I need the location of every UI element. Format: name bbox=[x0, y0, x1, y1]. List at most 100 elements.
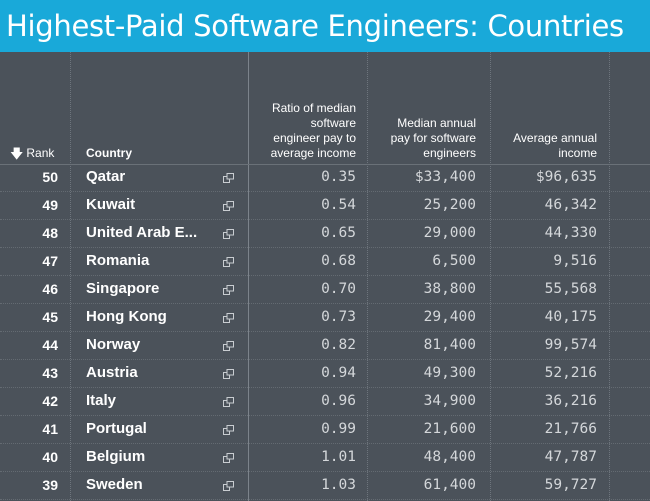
ratio-cell: 0.70 bbox=[321, 281, 356, 297]
table-row[interactable]: 48 United Arab E... 0.65 29,000 44,330 bbox=[0, 220, 650, 248]
rank-cell: 41 bbox=[42, 421, 58, 437]
ratio-cell: 0.35 bbox=[321, 169, 356, 185]
country-cell[interactable]: Qatar bbox=[86, 168, 126, 185]
rank-cell: 48 bbox=[42, 225, 58, 241]
column-header-average-income-label: Average annual income bbox=[513, 131, 597, 160]
median-pay-cell: 6,500 bbox=[432, 253, 476, 269]
ratio-cell: 0.94 bbox=[321, 365, 356, 381]
median-pay-cell: $33,400 bbox=[414, 169, 476, 185]
row-divider bbox=[0, 471, 650, 472]
popout-icon[interactable] bbox=[220, 220, 236, 248]
country-cell[interactable]: Romania bbox=[86, 252, 150, 269]
table-row[interactable]: 41 Portugal 0.99 21,600 21,766 bbox=[0, 416, 650, 444]
data-table: 🡇 Rank Country Ratio of median software … bbox=[0, 52, 650, 501]
average-income-cell: 9,516 bbox=[553, 253, 597, 269]
country-cell[interactable]: Norway bbox=[86, 336, 141, 353]
median-pay-cell: 48,400 bbox=[423, 449, 476, 465]
rank-cell: 42 bbox=[42, 393, 58, 409]
column-divider bbox=[367, 52, 368, 501]
average-income-cell: 99,574 bbox=[544, 337, 597, 353]
popout-icon[interactable] bbox=[220, 164, 236, 192]
row-divider bbox=[0, 219, 650, 220]
country-cell[interactable]: Italy bbox=[86, 392, 117, 409]
arrow-down-icon: 🡇 bbox=[10, 146, 24, 161]
table-row[interactable]: 47 Romania 0.68 6,500 9,516 bbox=[0, 248, 650, 276]
median-pay-cell: 21,600 bbox=[423, 421, 476, 437]
country-cell[interactable]: Kuwait bbox=[86, 196, 136, 213]
country-cell[interactable]: United Arab E... bbox=[86, 224, 198, 241]
median-pay-cell: 81,400 bbox=[423, 337, 476, 353]
row-divider bbox=[0, 191, 650, 192]
country-cell[interactable]: Singapore bbox=[86, 280, 160, 297]
table-row[interactable]: 42 Italy 0.96 34,900 36,216 bbox=[0, 388, 650, 416]
median-pay-cell: 61,400 bbox=[423, 477, 476, 493]
rank-cell: 39 bbox=[42, 477, 58, 493]
ratio-cell: 0.99 bbox=[321, 421, 356, 437]
median-pay-cell: 29,400 bbox=[423, 309, 476, 325]
row-divider bbox=[0, 331, 650, 332]
table-row[interactable]: 46 Singapore 0.70 38,800 55,568 bbox=[0, 276, 650, 304]
country-cell[interactable]: Belgium bbox=[86, 448, 146, 465]
table-row[interactable]: 44 Norway 0.82 81,400 99,574 bbox=[0, 332, 650, 360]
page-title: Highest-Paid Software Engineers: Countri… bbox=[0, 0, 650, 52]
average-income-cell: 47,787 bbox=[544, 449, 597, 465]
table-row[interactable]: 50 Qatar 0.35 $33,400 $96,635 bbox=[0, 164, 650, 192]
row-divider bbox=[0, 247, 650, 248]
median-pay-cell: 34,900 bbox=[423, 393, 476, 409]
ratio-cell: 0.68 bbox=[321, 253, 356, 269]
column-divider bbox=[490, 52, 491, 501]
country-cell[interactable]: Austria bbox=[86, 364, 138, 381]
popout-icon[interactable] bbox=[220, 444, 236, 472]
row-divider bbox=[0, 387, 650, 388]
median-pay-cell: 29,000 bbox=[423, 225, 476, 241]
table-row[interactable]: 49 Kuwait 0.54 25,200 46,342 bbox=[0, 192, 650, 220]
column-header-rank[interactable]: 🡇 Rank bbox=[10, 52, 62, 162]
column-header-ratio-label: Ratio of median software engineer pay to… bbox=[270, 101, 356, 160]
country-cell[interactable]: Sweden bbox=[86, 476, 143, 493]
rank-cell: 50 bbox=[42, 169, 58, 185]
ratio-cell: 0.54 bbox=[321, 197, 356, 213]
column-header-average-income[interactable]: Average annual income bbox=[490, 52, 597, 162]
popout-icon[interactable] bbox=[220, 472, 236, 500]
popout-icon[interactable] bbox=[220, 192, 236, 220]
popout-icon[interactable] bbox=[220, 388, 236, 416]
rank-cell: 46 bbox=[42, 281, 58, 297]
table-row[interactable]: 43 Austria 0.94 49,300 52,216 bbox=[0, 360, 650, 388]
popout-icon[interactable] bbox=[220, 276, 236, 304]
column-header-country-label: Country bbox=[86, 146, 132, 160]
popout-icon[interactable] bbox=[220, 332, 236, 360]
column-header-ratio[interactable]: Ratio of median software engineer pay to… bbox=[250, 52, 356, 162]
row-divider bbox=[0, 275, 650, 276]
rank-cell: 45 bbox=[42, 309, 58, 325]
average-income-cell: 46,342 bbox=[544, 197, 597, 213]
rank-cell: 43 bbox=[42, 365, 58, 381]
popout-icon[interactable] bbox=[220, 304, 236, 332]
average-income-cell: $96,635 bbox=[535, 169, 597, 185]
table-row[interactable]: 40 Belgium 1.01 48,400 47,787 bbox=[0, 444, 650, 472]
column-divider bbox=[70, 52, 71, 501]
column-header-median-pay[interactable]: Median annual pay for software engineers bbox=[358, 52, 476, 162]
popout-icon[interactable] bbox=[220, 248, 236, 276]
ratio-cell: 0.96 bbox=[321, 393, 356, 409]
ratio-cell: 1.03 bbox=[321, 477, 356, 493]
country-cell[interactable]: Hong Kong bbox=[86, 308, 167, 325]
average-income-cell: 44,330 bbox=[544, 225, 597, 241]
popout-icon[interactable] bbox=[220, 360, 236, 388]
rank-cell: 49 bbox=[42, 197, 58, 213]
rank-cell: 40 bbox=[42, 449, 58, 465]
table-row[interactable]: 45 Hong Kong 0.73 29,400 40,175 bbox=[0, 304, 650, 332]
average-income-cell: 21,766 bbox=[544, 421, 597, 437]
country-cell[interactable]: Portugal bbox=[86, 420, 147, 437]
column-divider bbox=[609, 52, 610, 501]
ratio-cell: 0.73 bbox=[321, 309, 356, 325]
table-row[interactable]: 39 Sweden 1.03 61,400 59,727 bbox=[0, 472, 650, 500]
rank-cell: 44 bbox=[42, 337, 58, 353]
popout-icon[interactable] bbox=[220, 416, 236, 444]
column-header-country[interactable]: Country bbox=[86, 52, 236, 162]
row-divider bbox=[0, 359, 650, 360]
average-income-cell: 40,175 bbox=[544, 309, 597, 325]
average-income-cell: 36,216 bbox=[544, 393, 597, 409]
row-divider bbox=[0, 303, 650, 304]
row-divider bbox=[0, 443, 650, 444]
average-income-cell: 55,568 bbox=[544, 281, 597, 297]
